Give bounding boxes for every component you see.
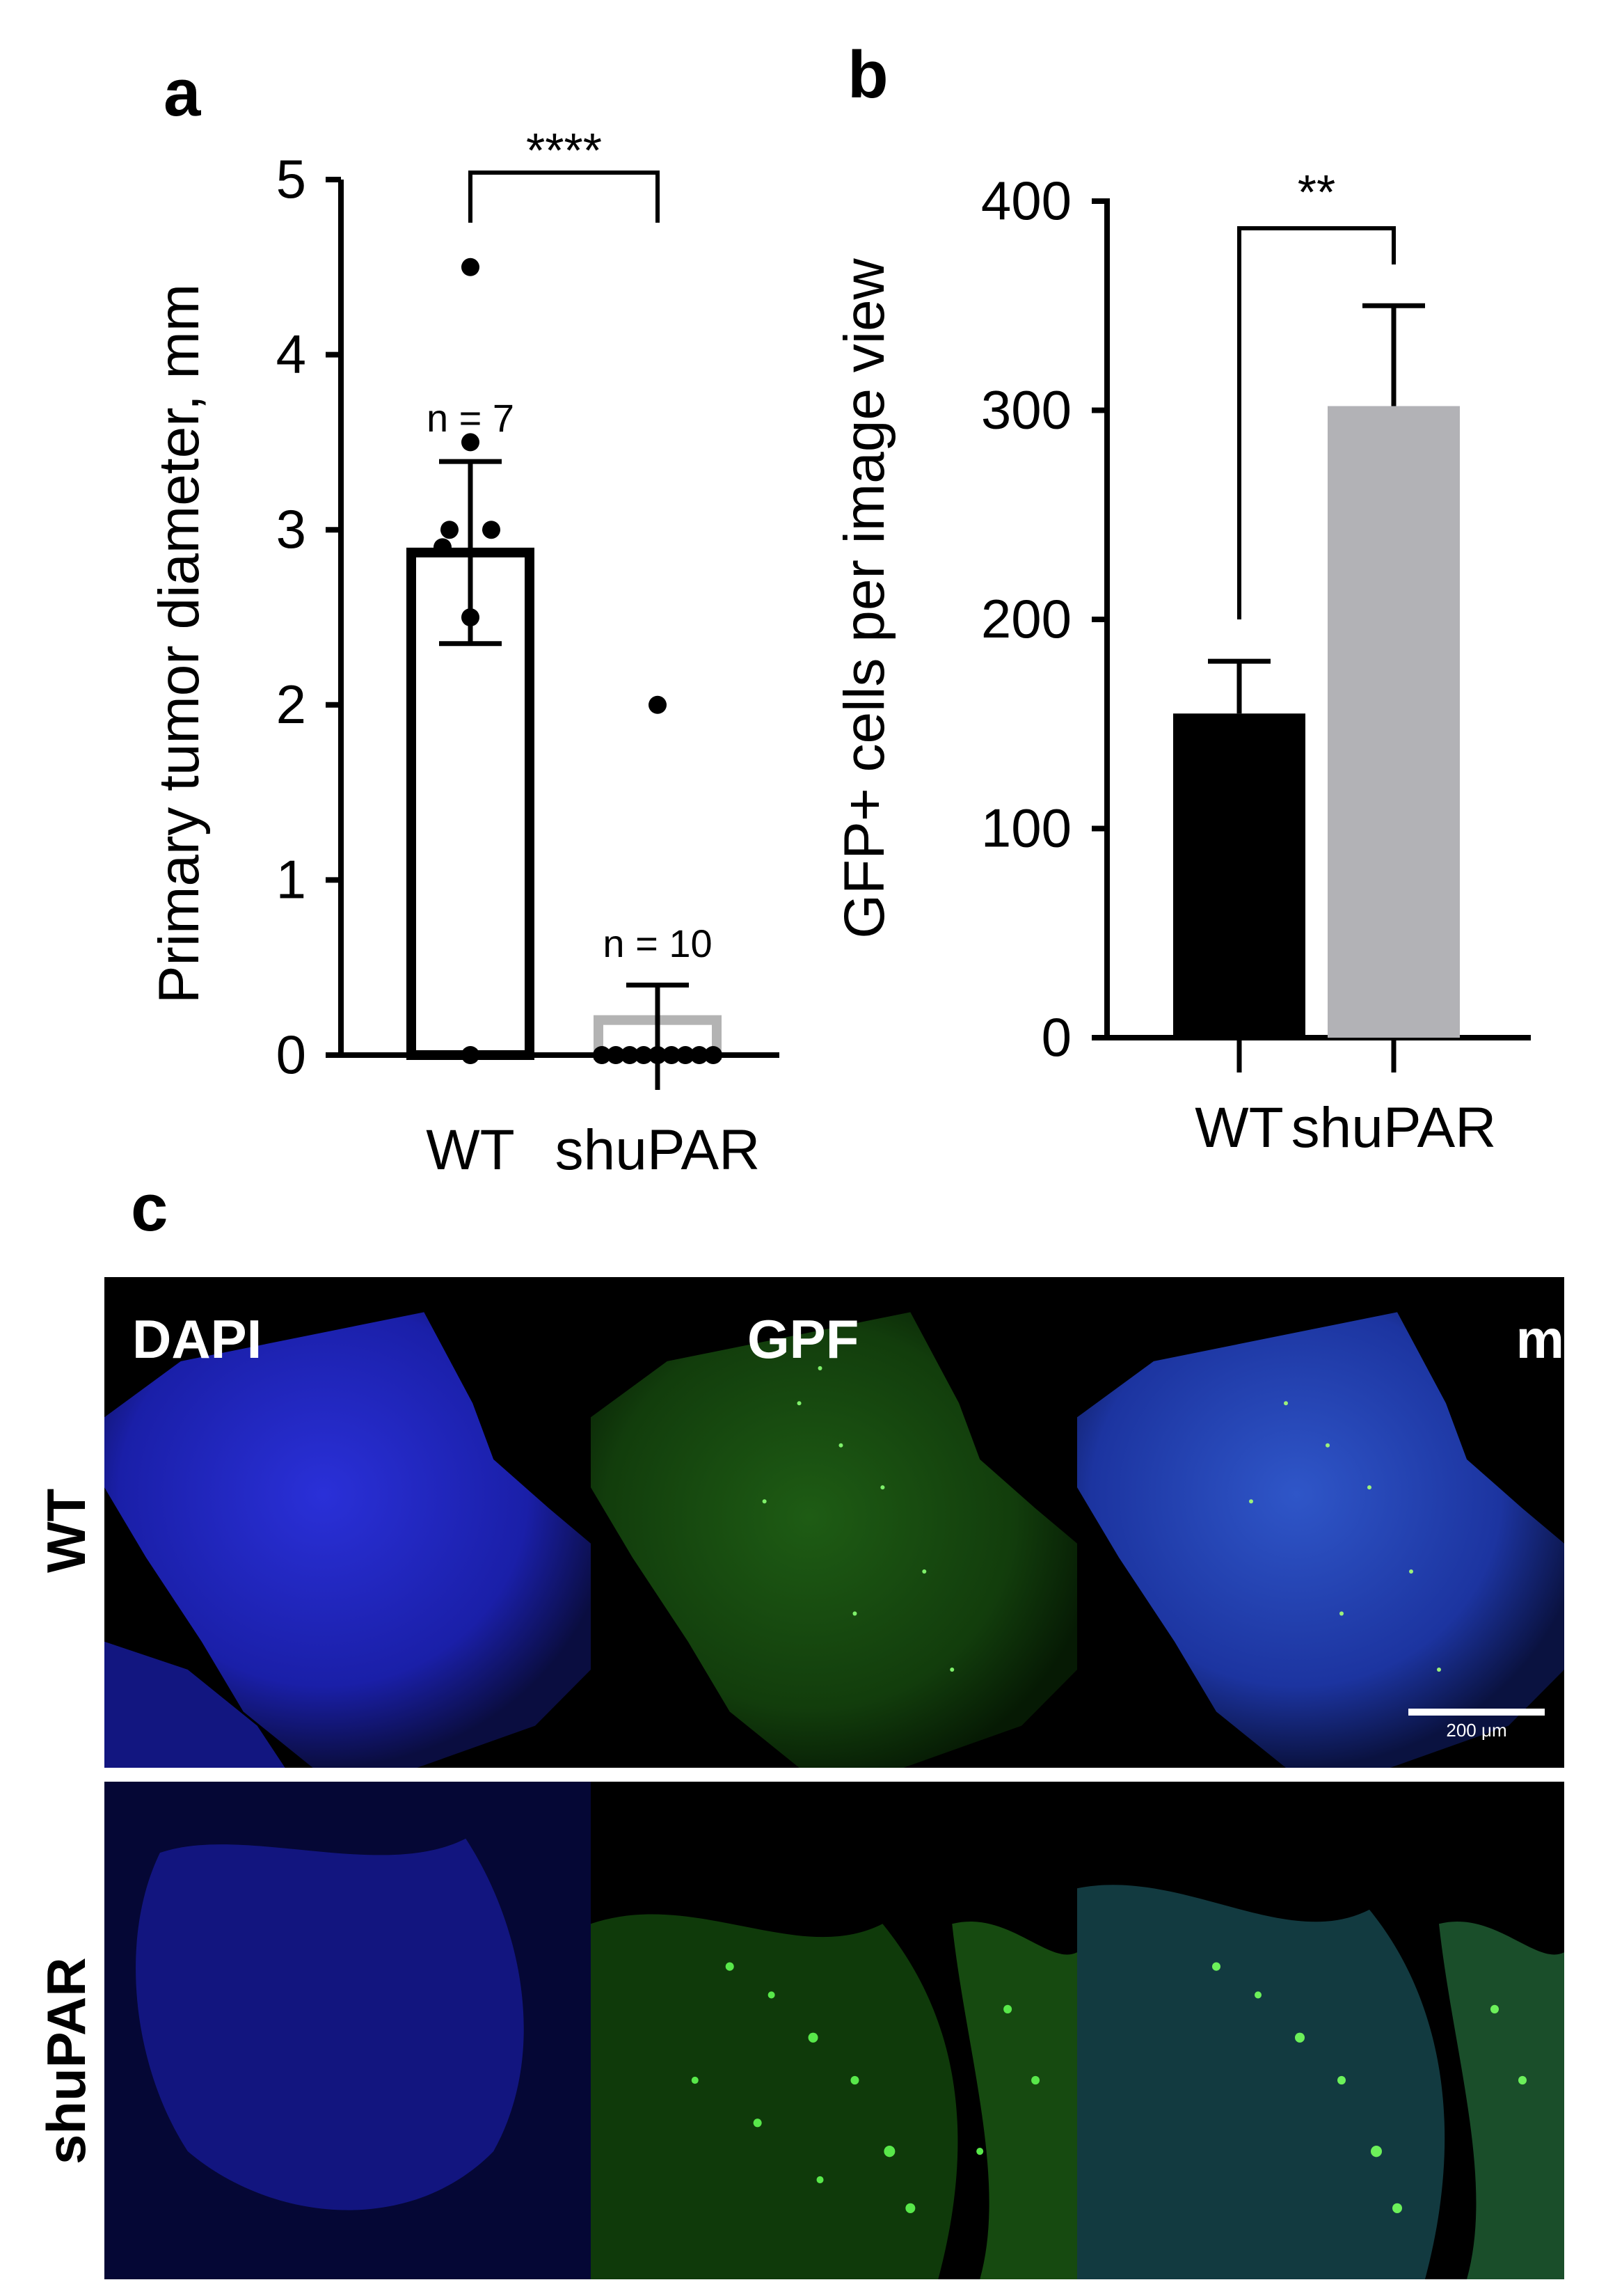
- chart-a-point: [690, 1046, 708, 1064]
- chart-b: GFP+ cells per image view 0100200300400 …: [833, 165, 1531, 1159]
- microscopy-grid: DAPI GPF m 200 μm: [104, 1277, 1564, 2279]
- chart-a-point: [433, 538, 452, 557]
- chart-a: Primary tumor diameter, mm 0 1 2 3 4 5 WT shuP…: [148, 123, 779, 1182]
- chart-a-ytick-label: 3: [276, 498, 306, 560]
- chart-a-point: [461, 258, 479, 276]
- tile-wt-dapi: DAPI: [104, 1277, 591, 1768]
- scale-bar-line: [1408, 1709, 1545, 1716]
- row-label-wt: WT: [35, 1488, 97, 1573]
- panel-letter-a: a: [164, 56, 201, 130]
- chart-a-xtick-label: WT: [426, 1118, 514, 1182]
- chart-a-point: [662, 1046, 681, 1064]
- tile-wt-gfp: GPF: [591, 1277, 1077, 1768]
- chart-b-bar: [1328, 406, 1460, 1038]
- chart-a-point: [704, 1046, 722, 1064]
- panel-letter-c: c: [131, 1171, 168, 1245]
- chart-a-ytick-label: 4: [276, 324, 306, 385]
- channel-label-merge: m: [1516, 1308, 1564, 1370]
- chart-a-point: [593, 1046, 611, 1064]
- chart-a-ytick-label: 5: [276, 148, 306, 209]
- chart-b-bar: [1173, 713, 1305, 1038]
- chart-b-xtick-label: WT: [1195, 1096, 1283, 1159]
- chart-a-point: [621, 1046, 639, 1064]
- micro-row-wt: DAPI GPF m 200 μm: [104, 1277, 1564, 1768]
- chart-a-ylabel: Primary tumor diameter, mm: [148, 284, 211, 1004]
- chart-b-sig-bracket: [1237, 226, 1396, 619]
- chart-b-ytick-label: 0: [1042, 1006, 1072, 1068]
- chart-a-ytick-label: 1: [276, 848, 306, 910]
- row-separator: [104, 1768, 1564, 1782]
- chart-a-point: [607, 1046, 625, 1064]
- micro-row-shupar: [104, 1782, 1564, 2279]
- chart-a-point: [461, 433, 479, 452]
- chart-b-sig-label: **: [1298, 165, 1335, 219]
- tile-wt-merge: m 200 μm: [1077, 1277, 1564, 1768]
- row-label-shupar: shuPAR: [35, 1957, 97, 2164]
- chart-a-point: [676, 1046, 694, 1064]
- chart-b-ytick-label: 100: [981, 798, 1072, 859]
- chart-a-xtick-label: shuPAR: [555, 1118, 761, 1182]
- chart-a-ytick-label: 0: [276, 1024, 306, 1085]
- chart-a-point: [635, 1046, 653, 1064]
- chart-a-sig-bracket: [468, 171, 660, 223]
- tile-shupar-dapi: [104, 1782, 591, 2279]
- chart-a-point: [482, 521, 500, 539]
- tile-shupar-gfp: [591, 1782, 1077, 2279]
- channel-label-dapi: DAPI: [132, 1308, 262, 1370]
- scale-bar-label: 200 μm: [1446, 1720, 1507, 1741]
- chart-b-ytick-label: 400: [981, 170, 1072, 231]
- chart-a-point: [440, 521, 459, 539]
- chart-b-ytick-label: 300: [981, 379, 1072, 441]
- chart-a-point: [461, 1046, 479, 1064]
- chart-a-n-label: n = 10: [603, 921, 712, 965]
- channel-label-gfp: GPF: [747, 1308, 859, 1370]
- tile-shupar-merge: [1077, 1782, 1564, 2279]
- chart-a-n-label: n = 7: [427, 396, 514, 440]
- chart-b-ylabel: GFP+ cells per image view: [833, 258, 896, 938]
- chart-a-ytick-label: 2: [276, 674, 306, 735]
- panel-letter-b: b: [848, 38, 889, 112]
- scale-bar: 200 μm: [1408, 1709, 1545, 1741]
- chart-b-xtick-label: shuPAR: [1291, 1096, 1497, 1159]
- chart-a-sig-label: ****: [526, 123, 602, 177]
- chart-a-point: [649, 695, 667, 714]
- chart-b-ytick-label: 200: [981, 588, 1072, 649]
